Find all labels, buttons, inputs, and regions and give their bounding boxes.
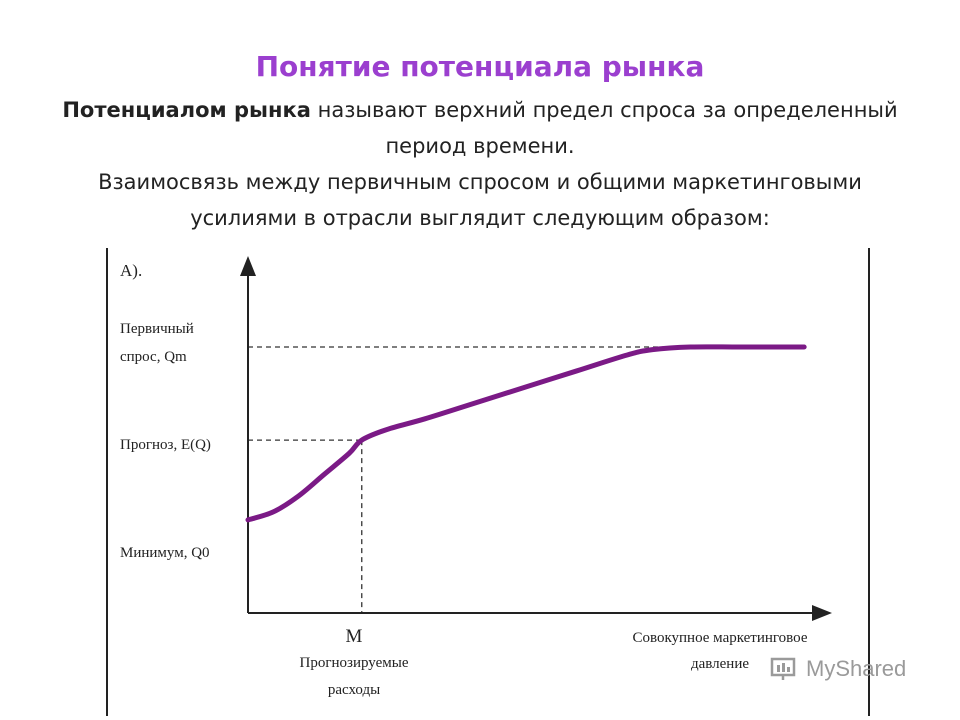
watermark-text: MyShared [806, 656, 907, 681]
figure-frame-right [868, 248, 870, 716]
tick-label-qm-line1: Первичный [120, 321, 194, 337]
tick-label-qm-line2: спрос, Qm [120, 349, 187, 365]
tick-label-minimum: Минимум, Q0 [120, 545, 210, 561]
x-axis-label-line1: Совокупное маркетинговое [632, 630, 807, 646]
relation-paragraph: Взаимосвязь между первичным спросом и об… [98, 170, 862, 230]
figure-frame-left [106, 248, 108, 716]
presentation-icon [770, 657, 796, 680]
tick-label-m-line2: расходы [328, 682, 380, 698]
definition-paragraph: Потенциалом рынка называют верхний преде… [60, 92, 900, 164]
slide-title: Понятие потенциала рынка [255, 50, 705, 83]
tick-label-m-line1: Прогнозируемые [300, 655, 409, 671]
intro-text: Потенциалом рынка называют верхний преде… [60, 92, 900, 236]
definition-term: Потенциалом рынка [62, 98, 311, 122]
tick-label-m: М [346, 626, 363, 647]
watermark: MyShared [770, 656, 906, 682]
tick-label-forecast: Прогноз, E(Q) [120, 437, 211, 453]
series-line [245, 344, 807, 523]
panel-label: А). [120, 261, 142, 280]
x-axis-label-line2: давление [691, 656, 749, 672]
definition-rest: называют верхний предел спроса за опреде… [310, 98, 898, 158]
